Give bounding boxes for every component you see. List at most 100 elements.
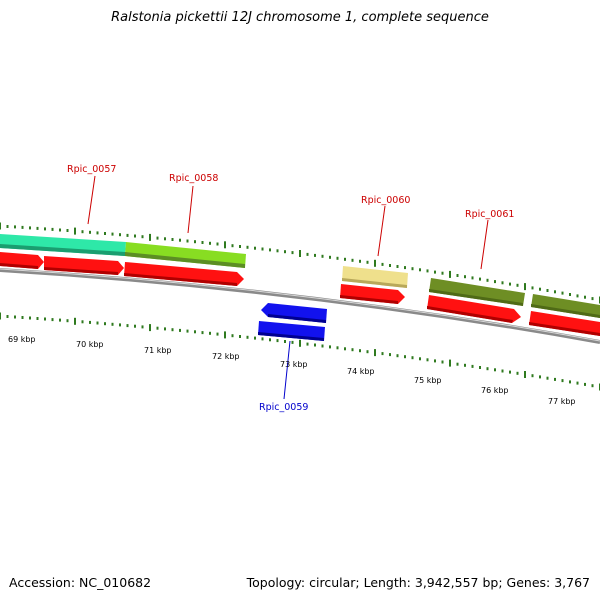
outer-track-minor-tick xyxy=(164,237,166,241)
inner-track-major-tick xyxy=(0,312,1,320)
gene-label-0058[interactable]: Rpic_0058 xyxy=(169,173,218,184)
inner-track-minor-tick xyxy=(254,336,256,340)
outer-track-minor-tick xyxy=(171,238,174,241)
gene-label-0059[interactable]: Rpic_0059 xyxy=(259,402,308,413)
outer-track-minor-tick xyxy=(36,226,39,230)
gene-label-0057[interactable]: Rpic_0057 xyxy=(67,164,116,175)
chromosome-backbone xyxy=(0,268,600,344)
inner-track-minor-tick xyxy=(539,375,541,379)
inner-track-minor-tick xyxy=(81,320,84,324)
feature-block-0062-shade xyxy=(531,304,600,318)
outer-track-minor-tick xyxy=(441,271,444,275)
inner-track-minor-tick xyxy=(321,344,324,348)
inner-track-minor-tick xyxy=(546,376,549,380)
outer-track-major-tick xyxy=(149,233,151,241)
outer-track-major-tick xyxy=(74,227,76,235)
inner-track-minor-tick xyxy=(584,382,586,386)
inner-track-minor-tick xyxy=(186,329,189,333)
inner-track-minor-tick xyxy=(134,324,136,328)
inner-track-minor-tick xyxy=(104,322,106,326)
outer-track-minor-tick xyxy=(29,226,31,230)
outer-track-minor-tick xyxy=(314,253,316,257)
outer-track-minor-tick xyxy=(411,267,414,271)
inner-track-minor-tick xyxy=(156,326,159,330)
inner-track-minor-tick xyxy=(194,330,196,334)
inner-track-minor-tick xyxy=(396,354,399,358)
gene-label-0061[interactable]: Rpic_0061 xyxy=(465,209,514,220)
outer-track-minor-tick xyxy=(531,286,534,290)
inner-track-minor-tick xyxy=(216,332,219,336)
outer-track-minor-tick xyxy=(284,250,286,254)
feature-block-0062[interactable] xyxy=(531,294,600,318)
outer-track-minor-tick xyxy=(141,235,144,239)
inner-track-major-tick xyxy=(374,349,376,357)
outer-track-minor-tick xyxy=(66,229,69,232)
outer-track-minor-tick xyxy=(366,260,369,264)
outer-track-minor-tick xyxy=(261,247,264,251)
inner-track-minor-tick xyxy=(171,328,174,332)
inner-track-minor-tick xyxy=(164,327,166,331)
inner-track-minor-tick xyxy=(434,359,436,363)
inner-track-minor-tick xyxy=(464,363,466,367)
inner-track-minor-tick xyxy=(29,316,31,320)
inner-track-minor-tick xyxy=(471,364,474,368)
outer-track-minor-tick xyxy=(396,265,399,268)
outer-track-minor-tick xyxy=(456,274,459,277)
outer-track-major-tick xyxy=(299,250,301,257)
feature-block-0057-shade xyxy=(0,244,125,256)
outer-track-minor-tick xyxy=(569,293,571,296)
reverse-track xyxy=(258,303,327,341)
kbp-label-76: 76 kbp xyxy=(481,386,509,395)
inner-track-minor-tick xyxy=(179,328,181,332)
inner-track-minor-tick xyxy=(89,320,91,324)
cds-arrow-0061-shade xyxy=(427,306,513,323)
leader-line-0061 xyxy=(480,219,489,270)
outer-track-major-tick xyxy=(0,222,1,230)
kbp-label-77: 77 kbp xyxy=(548,397,576,406)
inner-track-minor-tick xyxy=(501,369,504,373)
inner-track-minor-tick xyxy=(209,331,211,335)
inner-track-minor-tick xyxy=(66,319,69,323)
inner-track-minor-tick xyxy=(591,384,594,388)
inner-track-minor-tick xyxy=(14,315,16,319)
gene-label-0060[interactable]: Rpic_0060 xyxy=(361,195,410,206)
outer-track-minor-tick xyxy=(134,234,136,238)
outer-track-minor-tick xyxy=(104,232,106,235)
inner-track-minor-tick xyxy=(6,315,9,318)
cds-arrow-0062[interactable] xyxy=(529,311,600,336)
reverse-arrow-0059-a-shade xyxy=(268,314,326,323)
cds-arrow-0058[interactable] xyxy=(124,262,244,286)
inner-track-minor-tick xyxy=(381,352,384,356)
outer-track-minor-tick xyxy=(44,227,46,231)
cds-arrow-0062-shade xyxy=(529,322,600,336)
inner-track-minor-tick xyxy=(239,335,241,338)
outer-track-minor-tick xyxy=(96,231,99,235)
outer-track-minor-tick xyxy=(359,259,361,263)
inner-track-minor-tick xyxy=(486,367,489,371)
outer-track-minor-tick xyxy=(554,290,556,294)
inner-track-minor-tick xyxy=(126,324,129,328)
cds-track xyxy=(0,252,600,336)
inner-track-minor-tick xyxy=(306,342,309,346)
outer-track-minor-tick xyxy=(321,254,324,258)
outer-track-minor-tick xyxy=(336,256,339,260)
inner-track-minor-tick xyxy=(44,317,46,321)
feature-block-0061[interactable] xyxy=(429,278,525,306)
kbp-label-73: 73 kbp xyxy=(280,360,308,369)
inner-track-minor-tick xyxy=(389,353,391,357)
outer-track-minor-tick xyxy=(516,283,519,287)
outer-track-minor-tick xyxy=(6,225,9,228)
gene-labels: Rpic_0057 Rpic_0058 Rpic_0059 Rpic_0060 … xyxy=(67,164,514,413)
inner-track-minor-tick xyxy=(314,343,316,347)
outer-track-minor-tick xyxy=(14,225,16,229)
kbp-scale-labels: 69 kbp 70 kbp 71 kbp 72 kbp 73 kbp 74 kb… xyxy=(8,335,576,406)
inner-track-major-tick xyxy=(74,317,76,325)
chromosome-backbone-highlight xyxy=(0,268,600,342)
outer-track-minor-tick xyxy=(546,289,549,292)
inner-track-minor-tick xyxy=(21,316,24,319)
reverse-arrow-0059-a[interactable] xyxy=(261,303,327,323)
outer-track-minor-tick xyxy=(231,244,234,248)
outer-track-minor-tick xyxy=(51,227,54,231)
cds-arrow-0061[interactable] xyxy=(427,295,521,323)
